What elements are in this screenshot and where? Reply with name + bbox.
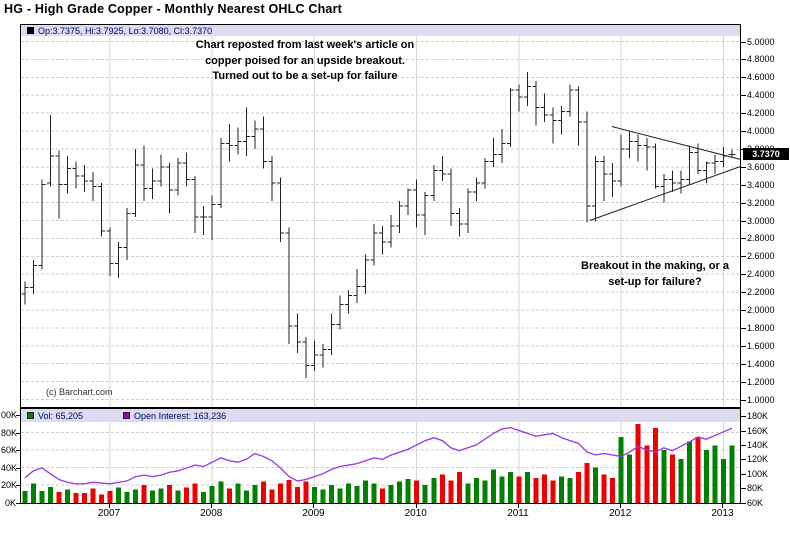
oi-axis-label: 80K xyxy=(747,483,764,494)
price-legend-bar: Op:3.7375, Hi:3.7925, Lo:3.7080, Cl:3.73… xyxy=(21,25,740,36)
volume-axis-tick xyxy=(16,502,20,504)
price-axis-label: 2.8000 xyxy=(747,233,775,244)
x-axis-year-label: 2012 xyxy=(609,508,632,519)
annotation-breakout-question: Breakout in the making, or a set-up for … xyxy=(581,260,729,288)
ohlc-values-label: Op:3.7375, Hi:3.7925, Lo:3.7080, Cl:3.73… xyxy=(38,25,213,36)
price-axis-tick xyxy=(741,166,746,168)
price-axis-tick xyxy=(741,113,746,115)
ohlc-legend-swatch-icon xyxy=(27,27,34,34)
price-axis-label: 4.8000 xyxy=(747,54,775,65)
volume-axis-label: 20K xyxy=(1,480,18,490)
x-axis-year-label: 2013 xyxy=(711,508,734,519)
oi-axis-label: 180K xyxy=(747,411,769,422)
volume-axis-tick xyxy=(16,432,20,434)
price-axis-label: 5.0000 xyxy=(747,36,775,47)
volume-axis-tick xyxy=(16,415,20,416)
x-axis-year-label: 2007 xyxy=(97,508,121,519)
price-axis-tick xyxy=(741,202,746,204)
volume-axis-label: 40K xyxy=(1,462,18,473)
price-axis-tick xyxy=(741,59,746,61)
volume-legend-swatch-icon xyxy=(27,412,34,419)
volume-axis-label: 0K xyxy=(4,497,16,508)
price-axis-tick xyxy=(741,184,746,186)
price-axis-label: 4.4000 xyxy=(747,90,775,101)
oi-axis-label: 160K xyxy=(747,425,769,436)
price-axis-tick xyxy=(741,310,746,311)
open-interest-swatch-icon xyxy=(123,412,131,419)
price-axis-tick xyxy=(741,256,746,258)
barchart-copyright: (c) Barchart.com xyxy=(46,387,113,397)
price-axis-label: 1.2000 xyxy=(747,376,775,387)
price-axis-tick xyxy=(741,95,746,97)
volume-value-label: Vol: 65,205 xyxy=(38,410,84,421)
price-axis-tick xyxy=(741,238,746,240)
price-axis-label: 3.2000 xyxy=(747,197,775,208)
price-axis-label: 3.0000 xyxy=(747,215,775,226)
price-axis-label: 1.0000 xyxy=(747,394,775,405)
price-plot xyxy=(21,36,740,409)
price-axis-label: 3.4000 xyxy=(747,179,775,190)
oi-axis-label: 140K xyxy=(747,439,769,450)
volume-axis-label: 00K xyxy=(1,410,18,420)
price-axis-label: 3.6000 xyxy=(747,161,775,172)
price-axis-tick xyxy=(741,274,746,276)
x-axis-tick xyxy=(313,504,315,508)
volume-axis-label: 80K xyxy=(1,427,18,438)
oi-axis-tick xyxy=(741,459,746,461)
price-axis-tick xyxy=(741,399,746,401)
annotation-breakout-failure: Chart reposted from last week's article … xyxy=(195,39,415,82)
price-axis-label: 1.4000 xyxy=(747,358,775,369)
chart-title: HG - High Grade Copper - Monthly Nearest… xyxy=(4,2,343,16)
price-axis-tick xyxy=(741,345,746,347)
price-axis-label: 4.6000 xyxy=(747,72,775,83)
oi-axis-label: 100K xyxy=(747,468,769,479)
price-axis-label: 2.6000 xyxy=(747,251,775,262)
price-axis-tick xyxy=(741,327,746,329)
price-axis-label: 2.0000 xyxy=(747,305,775,315)
price-axis-tick xyxy=(741,220,746,222)
price-axis-label: 4.0000 xyxy=(747,126,775,136)
oi-axis-tick xyxy=(741,502,746,504)
x-axis-tick xyxy=(415,504,417,508)
price-axis-label: 4.2000 xyxy=(747,108,775,119)
x-axis-tick xyxy=(211,504,213,508)
x-axis-year-label: 2011 xyxy=(507,508,529,519)
chart-frame xyxy=(20,24,741,504)
x-axis-year-label: 2009 xyxy=(302,508,325,519)
price-axis-label: 1.6000 xyxy=(747,340,775,351)
price-axis-tick xyxy=(741,131,746,132)
x-axis-year-label: 2010 xyxy=(404,508,427,519)
volume-axis-tick xyxy=(16,450,20,451)
oi-axis-label: 60K xyxy=(747,497,764,508)
price-axis-tick xyxy=(741,41,746,43)
x-axis-tick xyxy=(517,504,519,508)
price-axis-tick xyxy=(741,363,746,365)
oi-axis-tick xyxy=(741,488,746,490)
x-axis-tick xyxy=(722,504,724,508)
oi-axis-tick xyxy=(741,430,746,432)
volume-legend-bar: Vol: 65,205 Open Interest: 163,236 xyxy=(21,407,740,422)
oi-axis-tick xyxy=(741,473,746,475)
oi-axis-tick xyxy=(741,416,746,418)
price-axis-label: 2.4000 xyxy=(747,269,775,280)
price-axis-label: 1.8000 xyxy=(747,322,775,333)
price-axis-tick xyxy=(741,77,746,79)
oi-axis-label: 120K xyxy=(747,454,769,465)
x-axis-year-label: 2008 xyxy=(200,508,223,519)
x-axis-tick xyxy=(620,504,622,508)
x-axis-tick xyxy=(109,504,110,508)
volume-axis-label: 60K xyxy=(1,445,18,455)
oi-axis-tick xyxy=(741,444,746,446)
volume-plot xyxy=(21,422,740,503)
price-axis-tick xyxy=(741,292,746,294)
open-interest-value-label: Open Interest: 163,236 xyxy=(134,410,227,421)
volume-axis-tick xyxy=(16,485,20,486)
volume-axis-tick xyxy=(16,467,20,469)
price-axis-label: 2.2000 xyxy=(747,287,775,298)
last-price-tag: 3.7370 xyxy=(743,148,789,160)
price-axis-tick xyxy=(741,381,746,383)
